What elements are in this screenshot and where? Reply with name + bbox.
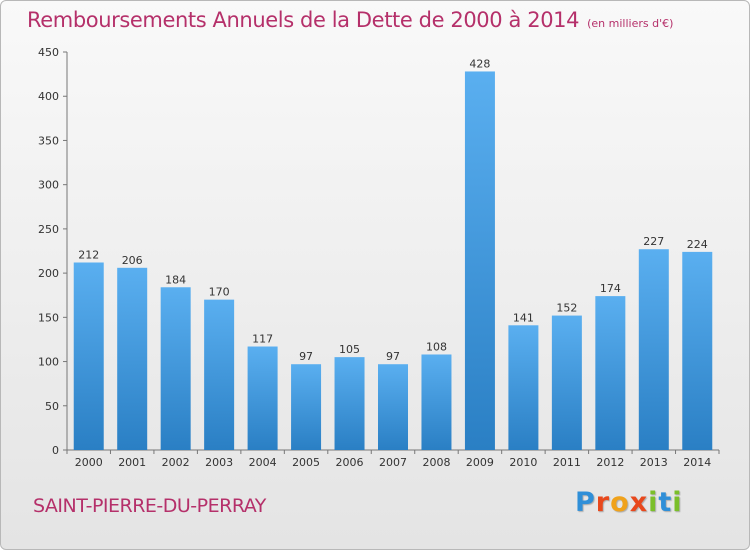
chart-title-text: Remboursements Annuels de la Dette de 20… — [27, 8, 580, 32]
x-tick-label: 2002 — [162, 456, 190, 469]
bar-2002 — [160, 287, 191, 450]
unit-label: (en milliers d'€) — [587, 17, 674, 30]
y-tick-label: 400 — [38, 90, 59, 103]
bar-2013 — [638, 249, 669, 450]
bar-2001 — [117, 267, 148, 450]
x-tick-label: 2001 — [118, 456, 146, 469]
x-tick-label: 2008 — [422, 456, 450, 469]
bar-2010 — [508, 325, 539, 450]
x-tick-label: 2000 — [75, 456, 103, 469]
logo-letter: o — [610, 487, 630, 518]
commune-name: SAINT-PIERRE-DU-PERRAY — [33, 495, 266, 517]
x-tick-label: 2005 — [292, 456, 320, 469]
data-label: 174 — [600, 282, 621, 295]
y-tick-label: 0 — [52, 444, 59, 457]
data-labels: 212 206 184 170 117 97 105 97 108 428 141 152 174 227… — [78, 57, 708, 363]
data-label: 97 — [299, 350, 313, 363]
data-label: 224 — [687, 238, 708, 251]
data-label: 227 — [643, 235, 664, 248]
y-tick-label: 200 — [38, 267, 59, 280]
chart-title: Remboursements Annuels de la Dette de 20… — [27, 8, 673, 32]
data-label: 97 — [386, 350, 400, 363]
x-tick-label: 2012 — [596, 456, 624, 469]
data-label: 105 — [339, 343, 360, 356]
x-tick-label: 2010 — [509, 456, 537, 469]
y-tick-label: 300 — [38, 179, 59, 192]
data-label: 184 — [165, 273, 186, 286]
data-label: 170 — [209, 286, 230, 299]
data-label: 212 — [78, 248, 99, 261]
bar-2005 — [291, 364, 322, 450]
axes: 0 50 100 150 200 250 300 350 400 450 2000 2001 2002 2… — [38, 46, 720, 469]
data-label: 152 — [556, 302, 577, 315]
x-tick-label: 2003 — [205, 456, 233, 469]
logo-letter: r — [595, 487, 611, 518]
data-label: 141 — [513, 311, 534, 324]
bar-2014 — [682, 251, 713, 450]
bar-2000 — [73, 262, 104, 450]
logo-letter: t — [658, 487, 673, 518]
y-tick-label: 450 — [38, 46, 59, 59]
data-label: 206 — [122, 254, 143, 267]
x-tick-label: 2013 — [640, 456, 668, 469]
bar-2012 — [595, 296, 626, 450]
bars — [73, 71, 713, 451]
bar-2003 — [204, 299, 235, 450]
y-tick-label: 100 — [38, 356, 59, 369]
bar-2011 — [551, 315, 582, 450]
y-tick-label: 150 — [38, 311, 59, 324]
data-label: 428 — [469, 57, 490, 70]
data-label: 117 — [252, 333, 273, 346]
bar-2007 — [378, 364, 408, 450]
logo-letter: i — [648, 487, 659, 518]
y-tick-label: 350 — [38, 134, 59, 147]
x-tick-label: 2011 — [553, 456, 581, 469]
logo-letter: i — [672, 487, 683, 518]
y-tick-label: 50 — [45, 400, 59, 413]
y-tick-label: 250 — [38, 223, 59, 236]
logo-letter: x — [629, 487, 649, 518]
bar-2008 — [421, 354, 452, 450]
proxiti-logo: Proxiti — [575, 487, 683, 518]
x-tick-label: 2006 — [336, 456, 364, 469]
x-tick-label: 2009 — [466, 456, 494, 469]
bar-2006 — [334, 357, 365, 450]
bar-2009 — [464, 71, 495, 451]
x-tick-label: 2014 — [683, 456, 711, 469]
bar-2004 — [247, 346, 278, 450]
x-tick-label: 2007 — [379, 456, 407, 469]
data-label: 108 — [426, 340, 447, 353]
x-tick-label: 2004 — [249, 456, 277, 469]
logo-letter: P — [575, 487, 596, 518]
